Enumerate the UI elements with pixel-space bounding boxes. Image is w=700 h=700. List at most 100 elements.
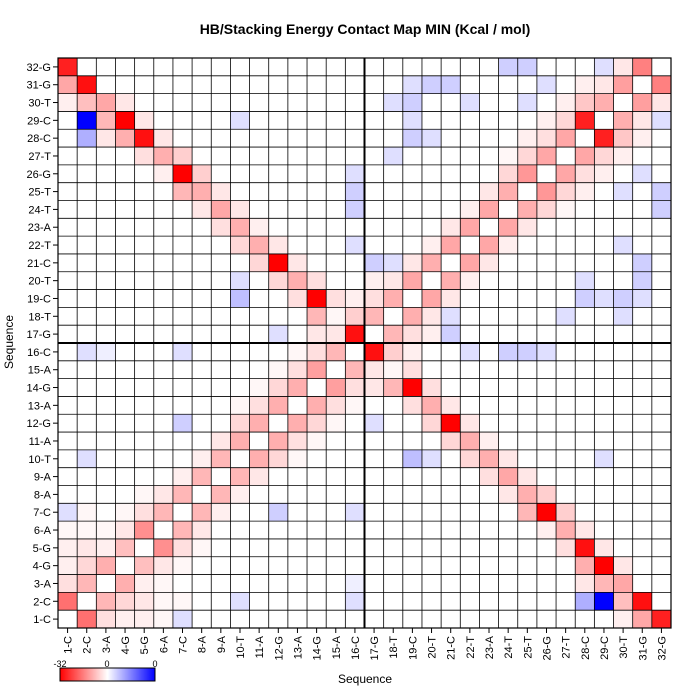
x-tick-label: 19-C (407, 636, 419, 660)
heatmap-cell (307, 289, 327, 308)
heatmap-cell (249, 414, 269, 433)
heatmap-cell (211, 218, 231, 237)
heatmap-cell (556, 129, 576, 148)
heatmap-cell (326, 307, 346, 326)
heatmap-cell (498, 485, 518, 504)
heatmap-cell (77, 129, 97, 148)
heatmap-cell (134, 574, 154, 593)
heatmap-cell (517, 58, 537, 76)
heatmap-cell (402, 396, 422, 415)
heatmap-cell (115, 129, 135, 148)
heatmap-cell (326, 378, 346, 397)
heatmap-cell (460, 432, 480, 450)
heatmap-cell (460, 93, 480, 112)
heatmap-cell (77, 449, 97, 468)
heatmap-cell (249, 236, 269, 254)
heatmap-cell (613, 592, 633, 611)
heatmap-cell (613, 75, 633, 94)
heatmap-cell (613, 147, 633, 165)
heatmap-cell (632, 610, 652, 628)
y-tick-label: 13-A (28, 400, 52, 412)
heatmap-cell (326, 414, 346, 433)
heatmap-cell (613, 574, 633, 593)
x-tick-label: 10-T (235, 636, 247, 659)
heatmap-cell (556, 164, 576, 183)
heatmap-cell (345, 182, 365, 201)
heatmap-cell (402, 360, 422, 379)
heatmap-cell (230, 289, 250, 308)
x-tick-label: 28-C (580, 636, 592, 660)
heatmap-cell (153, 485, 173, 504)
heatmap-cell (383, 289, 403, 308)
heatmap-cell (249, 378, 269, 397)
heatmap-cell (575, 574, 595, 593)
x-tick-label: 29-C (599, 636, 611, 660)
heatmap-cell (594, 164, 614, 183)
y-tick-label: 27-T (28, 151, 51, 163)
heatmap-cell (575, 271, 595, 290)
heatmap-cell (172, 610, 193, 628)
heatmap-cell (230, 271, 250, 290)
heatmap-cell (517, 503, 537, 522)
heatmap-cell (58, 592, 78, 611)
heatmap-cell (58, 93, 78, 112)
heatmap-cell (268, 432, 288, 450)
heatmap-cell (421, 449, 442, 468)
heatmap-cell (460, 343, 480, 361)
heatmap-cell (594, 449, 614, 468)
y-tick-label: 29-C (27, 115, 51, 127)
heatmap-cell (632, 129, 652, 148)
heatmap-cell (172, 164, 193, 183)
heatmap-cell (287, 414, 308, 433)
heatmap-cell (345, 200, 365, 219)
heatmap-cell (575, 182, 595, 201)
heatmap-cell (364, 253, 384, 272)
x-tick-label: 24-T (503, 636, 515, 659)
heatmap-cell (536, 75, 557, 94)
heatmap-cell (632, 164, 652, 183)
heatmap-cell (517, 218, 537, 237)
heatmap-cell (594, 538, 614, 557)
heatmap-cell (192, 467, 212, 486)
heatmap-cell (402, 343, 422, 361)
heatmap-cell (58, 503, 78, 522)
heatmap-cell (479, 253, 499, 272)
heatmap-cell (594, 147, 614, 165)
heatmap-cell (556, 200, 576, 219)
heatmap-cell (479, 432, 499, 450)
x-tick-label: 21-C (446, 636, 458, 660)
colorbar (59, 667, 156, 682)
y-tick-label: 12-G (27, 418, 51, 430)
heatmap-cell (58, 521, 78, 539)
heatmap-cell (115, 574, 135, 593)
heatmap-cell (96, 538, 116, 557)
y-tick-label: 31-G (27, 80, 51, 92)
heatmap-cell (594, 289, 614, 308)
heatmap-cell (172, 182, 193, 201)
heatmap-cell (58, 58, 78, 76)
heatmap-cell (421, 396, 442, 415)
heatmap-cell (613, 556, 633, 575)
heatmap-cell (172, 147, 193, 165)
heatmap-cell (441, 218, 461, 237)
y-tick-label: 30-T (28, 98, 51, 110)
heatmap-cell (134, 111, 154, 130)
y-tick-label: 3-A (34, 578, 52, 590)
heatmap-cell (153, 574, 173, 593)
heatmap-cell (421, 325, 442, 343)
heatmap-cell (77, 521, 97, 539)
heatmap-cell (517, 485, 537, 504)
heatmap-cell (268, 360, 288, 379)
heatmap-cell (594, 592, 614, 611)
x-axis-label: Sequence (338, 672, 392, 686)
heatmap-cell (345, 503, 365, 522)
heatmap-cell (287, 378, 308, 397)
heatmap-cell (172, 592, 193, 611)
heatmap-cell (115, 538, 135, 557)
x-tick-label: 6-A (158, 635, 170, 653)
y-tick-label: 28-C (27, 133, 51, 145)
heatmap-cell (326, 343, 346, 361)
heatmap-cell (536, 343, 557, 361)
heatmap-cell (556, 307, 576, 326)
heatmap-cell (287, 343, 308, 361)
